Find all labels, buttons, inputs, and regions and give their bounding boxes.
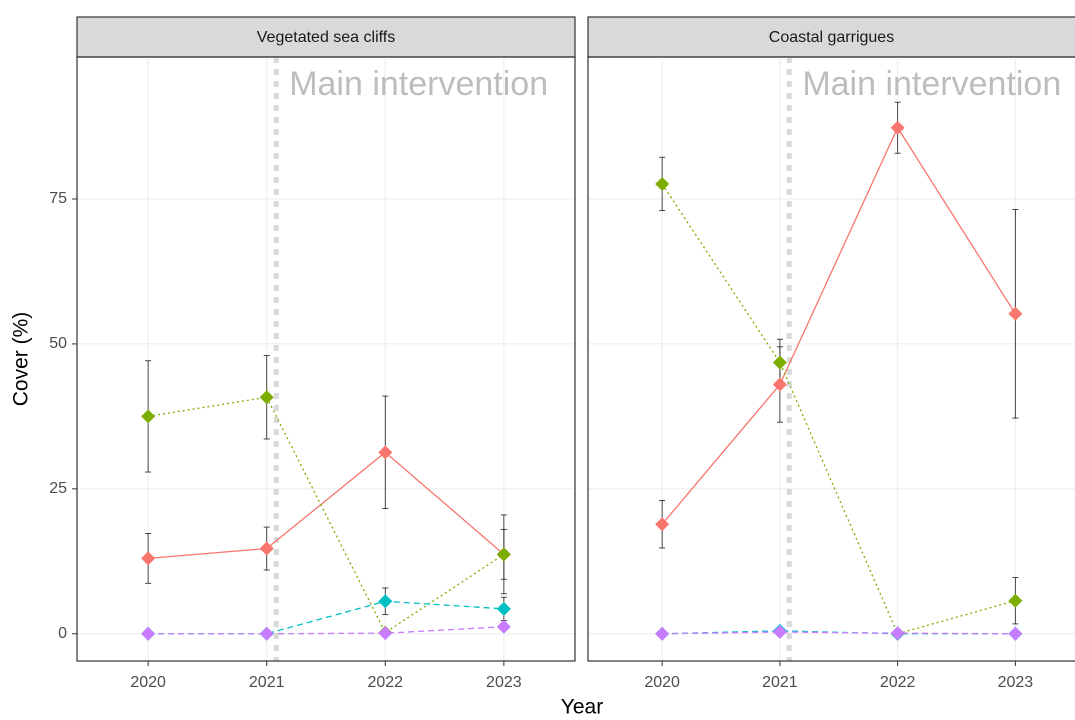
y-tick-label: 25 [49,480,67,497]
point [1008,626,1023,641]
y-tick-label: 75 [49,190,67,207]
point [1008,306,1023,321]
point [141,551,156,566]
strip-title: Coastal garrigues [769,29,894,46]
point [655,517,670,532]
point [141,626,156,641]
strip-background [587,16,1075,58]
strip-background [76,16,576,58]
point [259,390,274,405]
point [496,601,511,616]
x-tick-label: 2023 [486,674,522,691]
x-tick-label: 2022 [367,674,403,691]
series-line [148,626,504,635]
point [890,626,905,641]
x-tick-label: 2023 [998,674,1034,691]
point [772,355,787,370]
x-tick-label: 2020 [130,674,166,691]
point [259,541,274,556]
point [772,377,787,392]
y-axis-title: Cover (%) [10,312,33,407]
point [890,120,905,135]
x-tick-label: 2021 [249,674,285,691]
point [1008,593,1023,608]
series-line [662,631,1016,635]
point [655,626,670,641]
series-line [661,126,1016,525]
point [655,176,670,191]
annotation: Main intervention [802,65,1061,103]
x-axis-title: Year [561,696,603,719]
panel-border [587,56,1075,662]
series-line [148,600,504,635]
annotation: Main intervention [289,65,548,103]
plot-root: Vegetated sea cliffs 0 25 50 75 2020 2021 2022 2… [10,16,1075,719]
point [259,626,274,641]
point [378,626,393,641]
x-tick-label: 2021 [762,674,798,691]
series-line [661,183,1016,635]
series-line [148,451,505,560]
x-tick-label: 2022 [880,674,916,691]
point [496,547,511,562]
y-tick-label: 0 [58,625,67,642]
point [496,619,511,634]
point [772,625,787,640]
point [378,594,393,609]
y-tick-label: 50 [49,335,67,352]
panel-border [76,56,576,662]
series-line [148,396,505,634]
point [141,409,156,424]
point [378,445,393,460]
x-tick-label: 2020 [644,674,680,691]
strip-title: Vegetated sea cliffs [257,29,395,46]
